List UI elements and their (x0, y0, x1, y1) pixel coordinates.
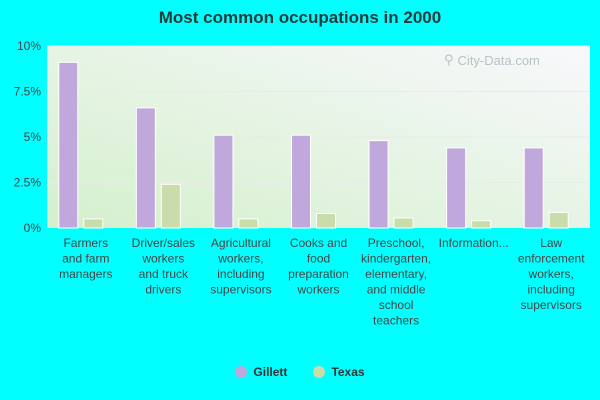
y-tick-label: 2.5% (14, 176, 42, 190)
x-category-label: Driver/sales workers and truck drivers (132, 236, 195, 297)
bar-gillett (291, 134, 311, 229)
x-category-label: Preschool, kindergarten, elementary, and mi… (361, 236, 431, 328)
search-icon: ⚲ (444, 52, 454, 67)
bar-gillett (523, 147, 544, 229)
legend-swatch-gillett (235, 366, 248, 378)
bar-texas (238, 218, 259, 229)
x-category-label: Agricultural workers, including supervisors (210, 236, 271, 297)
bar-gillett (135, 107, 156, 229)
bar-texas (393, 217, 414, 229)
legend-item-gillett: Gillett (235, 365, 287, 379)
legend-label-texas: Texas (331, 365, 365, 379)
bar-gillett (368, 140, 389, 229)
bar-texas (316, 212, 336, 229)
x-category-label: Cooks and food preparation workers (288, 236, 349, 297)
bar-texas (83, 218, 104, 229)
y-tick-label: 7.5% (14, 85, 42, 99)
legend: Gillett Texas (0, 365, 600, 379)
bar-gillett (58, 61, 79, 229)
bar-gillett (213, 134, 234, 229)
bar-texas (160, 183, 181, 229)
x-category-label: Law enforcement workers, including superviso… (518, 236, 585, 312)
y-tick-label: 5% (24, 130, 42, 144)
bar-texas (548, 212, 569, 229)
legend-label-gillett: Gillett (253, 365, 288, 379)
x-category-label: Information... (439, 236, 509, 250)
y-tick-label: 0% (24, 221, 42, 235)
bar-texas (471, 220, 492, 229)
chart-title: Most common occupations in 2000 (158, 8, 442, 27)
legend-swatch-texas (313, 366, 326, 378)
y-tick-label: 10% (17, 39, 41, 53)
legend-item-texas: Texas (313, 365, 365, 379)
x-category-label: Farmers and farm managers (59, 236, 112, 281)
bar-gillett (446, 147, 467, 229)
watermark: ⚲ City-Data.com (444, 52, 540, 68)
watermark-text: City-Data.com (457, 52, 540, 68)
